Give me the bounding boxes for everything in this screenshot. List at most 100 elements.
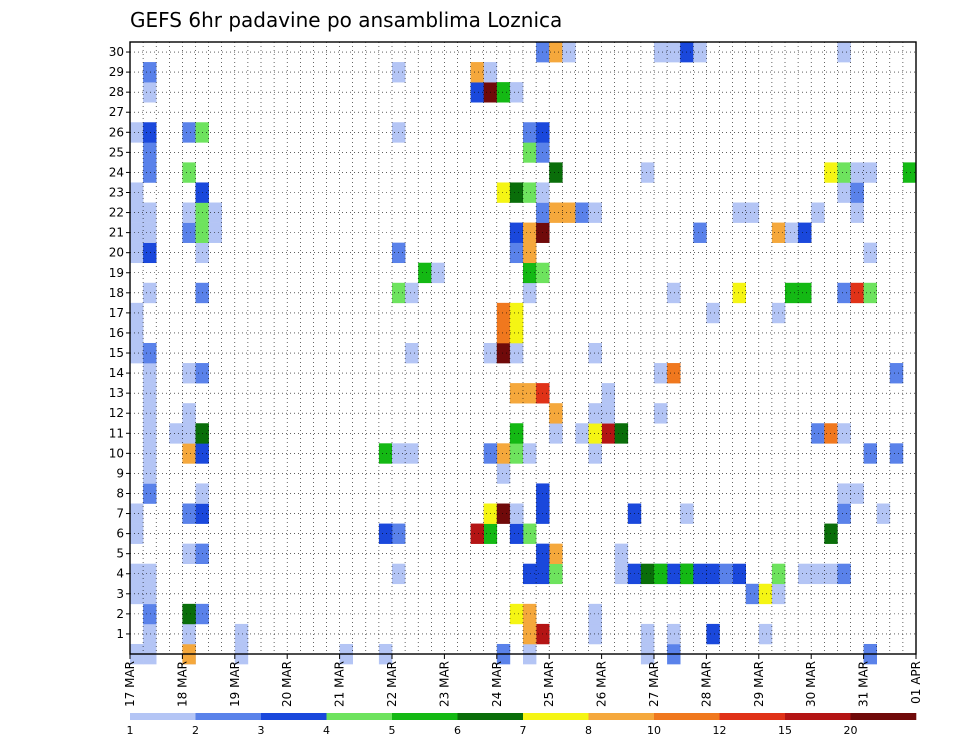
colorbar-level-label: 7	[520, 724, 527, 737]
heatmap-cell	[182, 503, 196, 524]
y-tick-label: 22	[109, 206, 124, 220]
x-tick-label: 31 MAR	[857, 661, 871, 707]
colorbar-swatch	[457, 713, 524, 720]
heatmap-cell	[706, 563, 720, 585]
colorbar-swatch	[523, 713, 589, 720]
y-tick-label: 2	[116, 607, 124, 621]
y-axis-ticks: 1234567891011121314151617181920212223242…	[109, 45, 130, 641]
heatmap-cell	[601, 423, 615, 444]
x-tick-label: 23 MAR	[437, 661, 451, 707]
heatmap-cell	[509, 503, 524, 524]
heatmap-cell	[234, 623, 249, 645]
heatmap-cell	[143, 563, 157, 585]
heatmap-cell	[549, 202, 563, 223]
y-tick-label: 20	[109, 246, 124, 260]
heatmap-cell	[889, 363, 904, 384]
heatmap-cell	[850, 282, 864, 304]
x-tick-label: 01 APR	[909, 661, 923, 704]
y-tick-label: 15	[109, 346, 124, 360]
heatmap-cell	[496, 82, 511, 103]
colorbar-swatch	[130, 713, 196, 720]
heatmap-cell	[143, 423, 157, 444]
y-tick-label: 23	[109, 185, 124, 199]
heatmap-cell	[549, 423, 563, 444]
heatmap-cell	[654, 363, 668, 384]
heatmap-cell	[470, 523, 484, 544]
heatmap-cell	[614, 543, 629, 565]
heatmap-cell	[130, 563, 144, 585]
y-tick-label: 8	[116, 486, 124, 500]
heatmap-cell	[811, 563, 825, 585]
heatmap-cell	[378, 443, 393, 464]
heatmap-cell	[745, 583, 760, 605]
y-tick-label: 9	[116, 466, 124, 480]
heatmap-cell	[182, 543, 196, 565]
heatmap-cell	[130, 122, 144, 143]
heatmap-cell	[798, 222, 812, 243]
heatmap-cell	[523, 182, 537, 203]
y-tick-label: 12	[109, 406, 124, 420]
heatmap-cell	[850, 202, 864, 223]
heatmap-cell	[640, 623, 655, 645]
heatmap-cell	[509, 523, 524, 544]
colorbar-level-label: 4	[323, 724, 330, 737]
heatmap-cell	[143, 82, 157, 103]
heatmap-cell	[509, 242, 524, 264]
heatmap-cell	[509, 82, 524, 103]
heatmap-cell	[496, 503, 511, 524]
y-tick-label: 4	[116, 567, 124, 581]
heatmap-cell	[837, 503, 851, 524]
colorbar-swatch	[850, 713, 917, 720]
x-tick-label: 27 MAR	[647, 661, 661, 707]
heatmap-cell	[850, 483, 864, 504]
heatmap-cell	[378, 523, 393, 544]
y-tick-label: 26	[109, 125, 124, 139]
heatmap-cell	[837, 282, 851, 304]
heatmap-cell	[785, 282, 799, 304]
y-tick-label: 5	[116, 547, 124, 561]
y-tick-label: 14	[109, 366, 124, 380]
heatmap-cell	[143, 403, 157, 424]
heatmap-cell	[523, 122, 537, 143]
heatmap-cell	[523, 603, 537, 625]
heatmap-cell	[889, 443, 904, 464]
colorbar-swatch	[261, 713, 327, 720]
heatmap-cell	[143, 383, 157, 404]
heatmap-cell	[588, 202, 602, 223]
heatmap-cell	[143, 623, 157, 645]
heatmap-cell	[130, 182, 144, 203]
heatmap-cell	[732, 202, 746, 223]
heatmap-cell	[837, 182, 851, 203]
heatmap-cell	[143, 603, 157, 625]
heatmap-cell	[182, 202, 196, 223]
heatmap-cell	[902, 162, 917, 183]
heatmap-cell	[667, 282, 681, 304]
y-tick-label: 28	[109, 85, 124, 99]
heatmap-cell	[758, 583, 773, 605]
y-tick-label: 17	[109, 306, 124, 320]
heatmap-cell	[654, 403, 668, 424]
x-tick-label: 25 MAR	[542, 661, 556, 707]
heatmap-cell	[143, 342, 157, 364]
heatmap-cell	[837, 563, 851, 585]
heatmap-cell	[496, 443, 511, 464]
heatmap-cell	[182, 623, 196, 645]
heatmap-cell	[143, 242, 157, 264]
heatmap-cell	[182, 122, 196, 143]
colorbar-level-label: 10	[647, 724, 661, 737]
colorbar-level-label: 20	[844, 724, 858, 737]
heatmap-cell	[143, 363, 157, 384]
colorbar-level-label: 5	[389, 724, 396, 737]
heatmap-cell	[182, 222, 196, 243]
heatmap-cell	[601, 383, 615, 404]
heatmap-cell	[798, 563, 812, 585]
heatmap-cell	[588, 623, 602, 645]
heatmap-cell	[588, 342, 602, 364]
heatmap-cell	[496, 463, 511, 484]
heatmap-cell	[496, 182, 511, 203]
heatmap-cell	[405, 282, 419, 304]
colorbar-swatch	[392, 713, 458, 720]
heatmap-cell	[811, 202, 825, 223]
y-tick-label: 18	[109, 286, 124, 300]
